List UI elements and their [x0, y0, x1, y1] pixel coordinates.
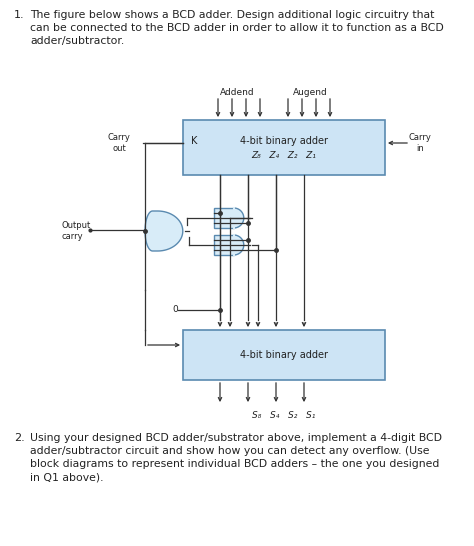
Text: adder/subtractor.: adder/subtractor.: [30, 36, 124, 46]
Text: in Q1 above).: in Q1 above).: [30, 472, 103, 482]
Text: Using your designed BCD adder/substrator above, implement a 4-digit BCD: Using your designed BCD adder/substrator…: [30, 433, 442, 443]
Bar: [214, 235, 234, 255]
Text: 1.: 1.: [14, 10, 25, 20]
Text: Carry
in: Carry in: [409, 133, 431, 153]
Text: K: K: [191, 135, 197, 145]
Text: 0: 0: [172, 306, 178, 314]
Text: 4-bit binary adder: 4-bit binary adder: [240, 135, 328, 145]
Text: The figure below shows a BCD adder. Design additional logic circuitry that: The figure below shows a BCD adder. Desi…: [30, 10, 434, 20]
FancyBboxPatch shape: [183, 330, 385, 380]
Text: 2.: 2.: [14, 433, 25, 443]
Text: Output
carry: Output carry: [62, 221, 91, 241]
Text: can be connected to the BCD adder in order to allow it to function as a BCD: can be connected to the BCD adder in ord…: [30, 23, 444, 33]
Text: Z₈   Z₄   Z₂   Z₁: Z₈ Z₄ Z₂ Z₁: [252, 151, 317, 160]
Bar: [214, 208, 234, 228]
FancyBboxPatch shape: [183, 120, 385, 175]
Wedge shape: [234, 208, 244, 228]
Text: Augend: Augend: [292, 88, 328, 97]
Text: S₈   S₄   S₂   S₁: S₈ S₄ S₂ S₁: [252, 411, 316, 419]
Text: block diagrams to represent individual BCD adders – the one you designed: block diagrams to represent individual B…: [30, 459, 439, 469]
Wedge shape: [234, 235, 244, 255]
Text: Addend: Addend: [219, 88, 255, 97]
Polygon shape: [145, 211, 183, 251]
Text: adder/subtractor circuit and show how you can detect any overflow. (Use: adder/subtractor circuit and show how yo…: [30, 446, 429, 456]
Text: Carry
out: Carry out: [108, 133, 130, 153]
Text: 4-bit binary adder: 4-bit binary adder: [240, 350, 328, 360]
